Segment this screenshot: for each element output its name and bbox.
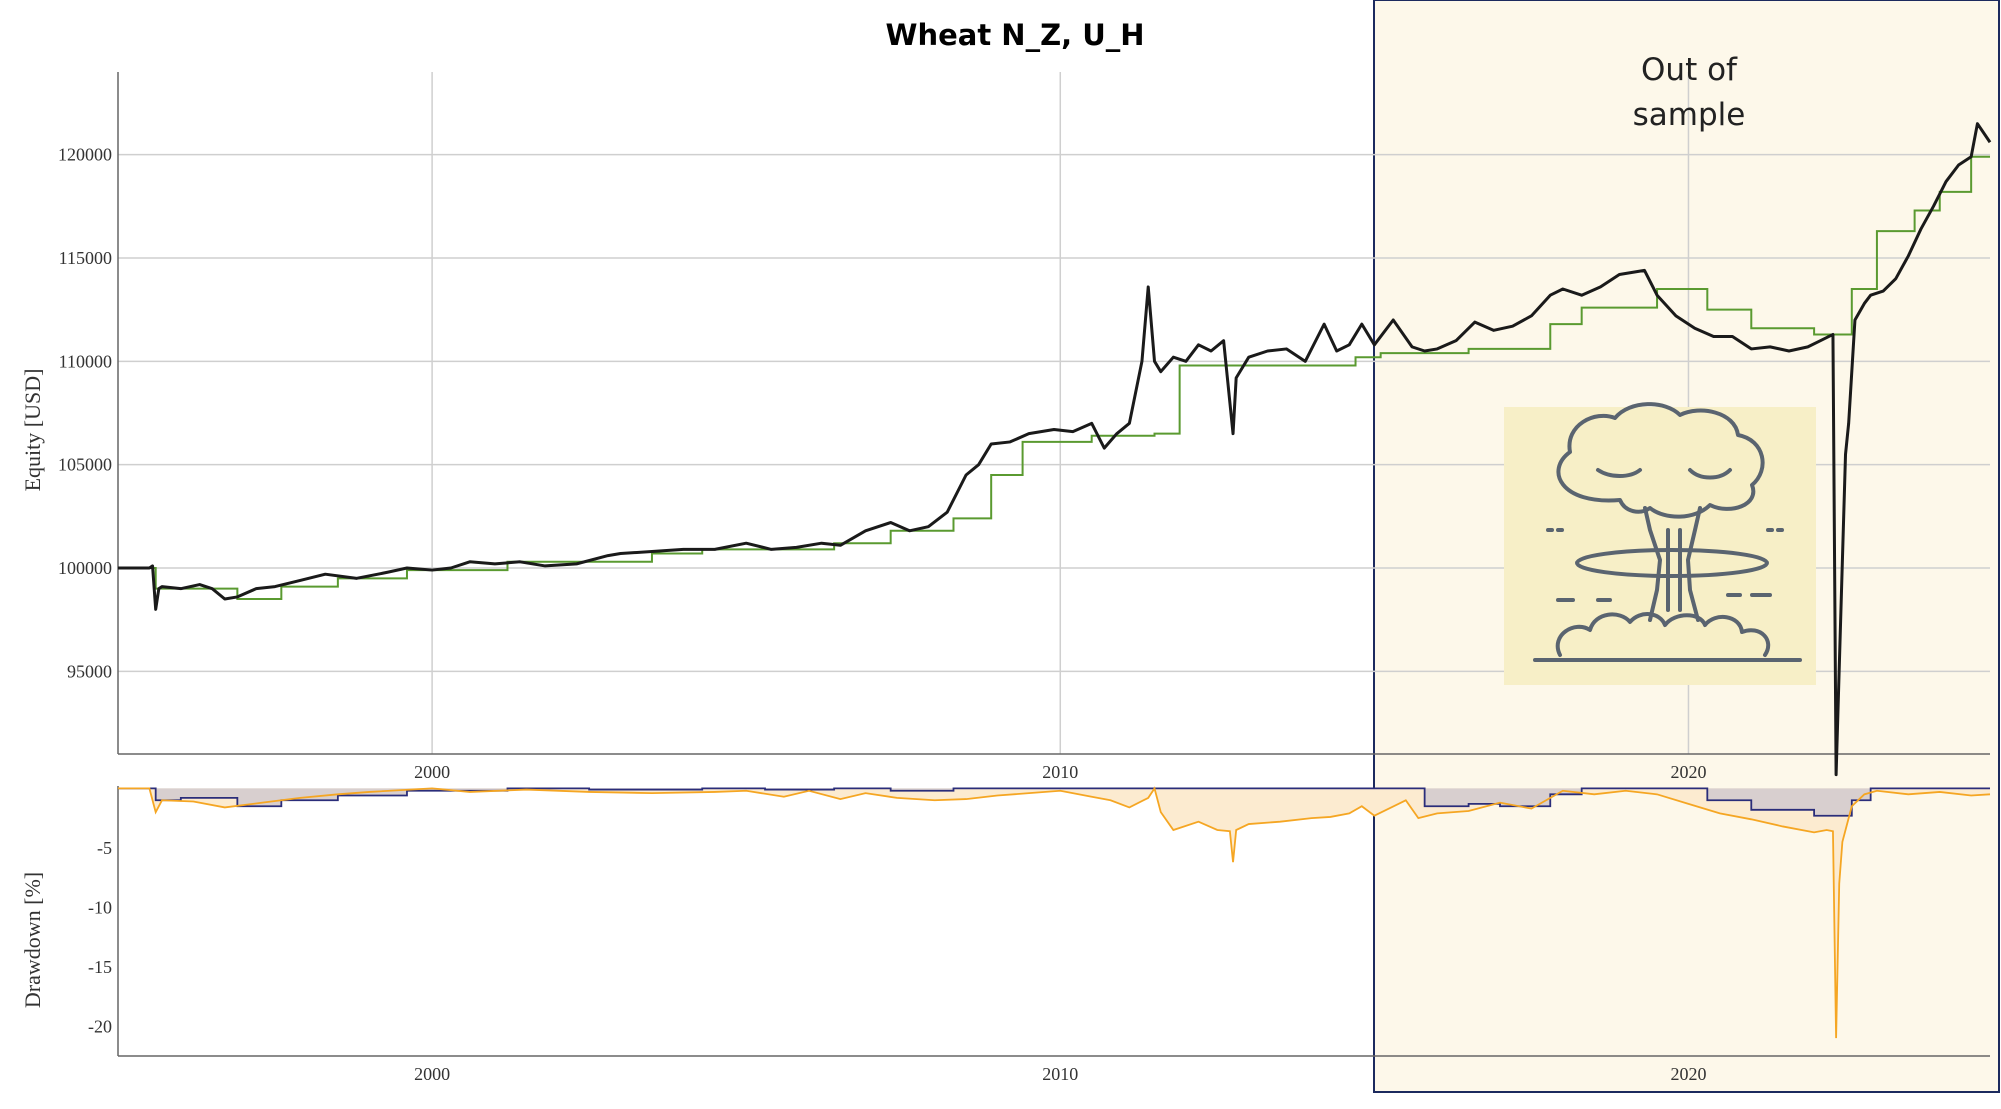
drawdown-axes <box>117 786 1990 1057</box>
equity-y-tick-label: 105000 <box>58 455 112 475</box>
drawdown-step-series-line <box>118 787 1990 817</box>
drawdown-tick-labels: -5 -10 -15 -20 2000 2010 2020 <box>88 838 1706 1084</box>
equity-y-tick-label: 100000 <box>58 558 112 578</box>
equity-x-tick-label: 2020 <box>1670 762 1706 782</box>
out-of-sample-label: Out of <box>1641 52 1738 88</box>
drawdown-step-area <box>118 788 1990 816</box>
drawdown-equity-area <box>118 788 1990 1039</box>
drawdown-y-tick-label: -20 <box>88 1016 112 1036</box>
equity-x-tick-label: 2000 <box>414 762 450 782</box>
mushroom-cloud-icon <box>1504 402 1816 685</box>
drawdown-y-tick-label: -10 <box>88 897 112 917</box>
drawdown-y-tick-label: -5 <box>97 838 112 858</box>
equity-series-line <box>118 122 1992 777</box>
equity-y-tick-label: 110000 <box>59 351 112 371</box>
drawdown-fill <box>118 788 1990 1039</box>
drawdown-y-axis-label: Drawdown [%] <box>20 872 45 1008</box>
chart-title: Wheat N_Z, U_H <box>885 18 1144 52</box>
drawdown-x-tick-label: 2020 <box>1670 1064 1706 1084</box>
drawdown-x-tick-label: 2010 <box>1042 1064 1078 1084</box>
equity-y-tick-label: 95000 <box>67 661 112 681</box>
equity-y-tick-label: 115000 <box>59 248 112 268</box>
drawdown-equity-series-line <box>118 786 1991 1039</box>
equity-x-tick-label: 2010 <box>1042 762 1078 782</box>
equity-y-axis-label: Equity [USD] <box>20 369 45 492</box>
drawdown-series <box>118 786 1991 1039</box>
drawdown-x-tick-label: 2000 <box>414 1064 450 1084</box>
equity-series <box>118 122 1992 777</box>
equity-axes <box>117 72 1990 755</box>
drawdown-y-tick-label: -15 <box>88 957 112 977</box>
equity-y-tick-label: 120000 <box>58 145 112 165</box>
equity-tick-labels: 95000 100000 105000 110000 115000 120000 2000 2… <box>58 145 1706 782</box>
out-of-sample-label-2: sample <box>1633 97 1746 133</box>
